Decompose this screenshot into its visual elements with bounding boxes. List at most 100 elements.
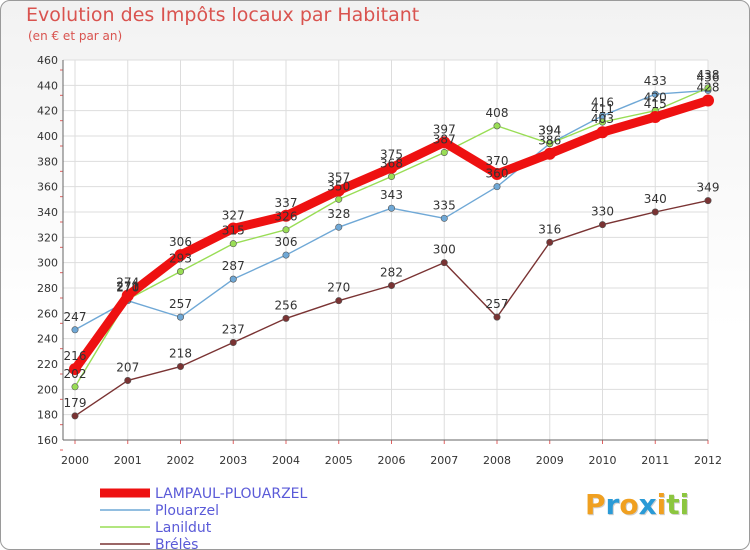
data-label: 207 xyxy=(116,360,139,374)
data-point xyxy=(227,222,240,235)
chart-subtitle: (en € et par an) xyxy=(28,29,123,43)
data-label: 416 xyxy=(591,96,614,110)
x-tick-label: 2010 xyxy=(589,454,617,467)
data-point xyxy=(177,363,185,371)
y-tick-label: 320 xyxy=(37,231,58,244)
x-tick-label: 2011 xyxy=(641,454,669,467)
data-point xyxy=(69,363,81,376)
data-point xyxy=(702,94,714,107)
data-labels: 216 274 306 327 337 357 375 397 370 386 403 415 428 2… xyxy=(64,68,720,410)
legend-label: LAMPAUL-PLOUARZEL xyxy=(155,486,308,502)
y-tick-label: 460 xyxy=(37,54,58,67)
data-point xyxy=(440,148,448,156)
y-tick-label: 260 xyxy=(37,307,58,320)
legend-label: Lanildut xyxy=(155,520,212,536)
data-label: 375 xyxy=(380,148,403,162)
data-point xyxy=(229,240,237,248)
logo-letter: t xyxy=(666,488,680,521)
data-label: 179 xyxy=(64,396,87,410)
data-point xyxy=(493,183,501,191)
data-label: 257 xyxy=(169,297,192,311)
y-tick-label: 200 xyxy=(37,383,58,396)
data-label: 408 xyxy=(486,106,509,120)
logo-letter: i xyxy=(656,488,667,521)
data-label: 328 xyxy=(327,207,350,221)
data-point xyxy=(282,314,290,322)
data-point xyxy=(651,208,659,216)
data-point xyxy=(71,326,79,334)
data-point xyxy=(124,376,132,384)
data-label: 202 xyxy=(64,367,87,381)
data-point xyxy=(282,226,290,234)
data-point xyxy=(335,195,343,203)
data-point xyxy=(440,214,448,222)
data-point xyxy=(335,297,343,305)
data-point xyxy=(121,289,134,302)
data-label: 387 xyxy=(433,132,456,146)
data-label: 270 xyxy=(116,281,139,295)
data-label: 428 xyxy=(697,81,720,95)
data-point xyxy=(229,338,237,346)
y-tick-label: 360 xyxy=(37,181,58,194)
data-point xyxy=(596,126,609,139)
data-point xyxy=(177,313,185,321)
data-label: 300 xyxy=(433,243,456,257)
data-label: 274 xyxy=(116,276,139,290)
legend-label: Brélès xyxy=(155,537,198,550)
data-point xyxy=(387,281,395,289)
proxiti-logo: Proxiti xyxy=(585,488,689,521)
logo-letter: o xyxy=(619,488,639,521)
data-label: 315 xyxy=(222,224,245,238)
data-label: 282 xyxy=(380,265,403,279)
data-point xyxy=(280,209,292,222)
data-label: 340 xyxy=(644,192,667,206)
data-label: 397 xyxy=(433,122,456,136)
data-point xyxy=(649,111,662,123)
data-point xyxy=(335,223,343,231)
x-tick-label: 2004 xyxy=(272,454,300,467)
data-point xyxy=(71,412,79,420)
x-tick-label: 2007 xyxy=(430,454,458,467)
data-point xyxy=(174,249,187,262)
data-label: 270 xyxy=(327,281,350,295)
data-label: 330 xyxy=(591,205,614,219)
data-label: 257 xyxy=(486,297,509,311)
data-label: 316 xyxy=(538,222,561,236)
data-label: 403 xyxy=(591,112,614,126)
y-tick-label: 440 xyxy=(37,79,58,92)
y-tick-label: 300 xyxy=(37,257,58,270)
data-label: 216 xyxy=(64,349,87,363)
data-point xyxy=(546,238,554,246)
data-label: 411 xyxy=(591,102,614,116)
axes: 160 180 200 220 240 260 280 300 320 340 360 380 400 4… xyxy=(37,54,722,467)
logo-letter: P xyxy=(585,488,606,521)
data-point xyxy=(493,122,501,130)
data-label: 350 xyxy=(327,179,350,193)
data-point xyxy=(229,275,237,283)
x-tick-label: 2002 xyxy=(167,454,195,467)
data-point xyxy=(704,197,712,205)
data-point xyxy=(598,221,606,229)
y-tick-label: 180 xyxy=(37,409,58,422)
y-tick-label: 380 xyxy=(37,155,58,168)
data-label: 394 xyxy=(538,124,561,138)
x-tick-label: 2009 xyxy=(536,454,564,467)
data-label: 237 xyxy=(222,322,245,336)
data-label: 293 xyxy=(169,252,192,266)
x-tick-label: 2003 xyxy=(219,454,247,467)
data-point xyxy=(385,161,398,174)
data-point xyxy=(493,313,501,321)
data-label: 394 xyxy=(538,124,561,138)
data-label: 327 xyxy=(222,208,245,222)
x-tick-label: 2012 xyxy=(694,454,722,467)
chart-title: Evolution des Impôts locaux par Habitant xyxy=(26,4,420,26)
data-point xyxy=(546,140,554,148)
data-label: 349 xyxy=(697,181,720,195)
data-label: 415 xyxy=(644,97,667,111)
data-point xyxy=(651,90,659,98)
y-tick-label: 280 xyxy=(37,282,58,295)
data-point xyxy=(332,184,345,197)
logo-letter: i xyxy=(679,488,690,521)
x-tick-label: 2001 xyxy=(114,454,142,467)
